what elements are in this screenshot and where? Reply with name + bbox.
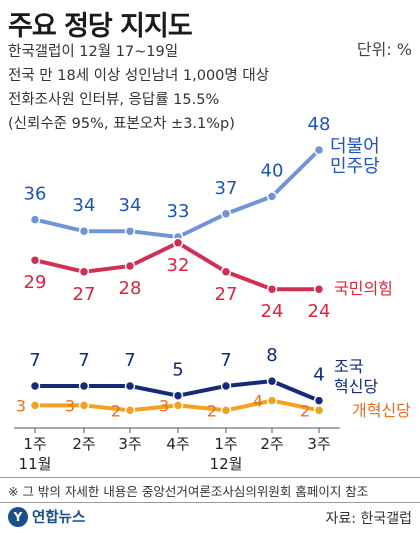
data-label: 48: [308, 114, 331, 135]
month-label: 11월: [19, 455, 52, 473]
data-label: 3: [159, 396, 169, 415]
series-label: 국민의힘: [334, 279, 393, 298]
data-point: [266, 395, 278, 406]
data-point: [124, 380, 136, 392]
page-title: 주요 정당 지지도: [8, 11, 193, 42]
data-label: 36: [24, 184, 47, 205]
x-tick-label: 4주: [166, 435, 189, 453]
divider: [0, 477, 420, 478]
x-tick-label: 1주: [23, 435, 46, 453]
source-label: 자료: 한국갤럽: [325, 511, 412, 527]
data-label: 4: [313, 365, 324, 386]
x-tick-label: 3주: [307, 435, 330, 453]
data-point: [220, 208, 232, 220]
data-point: [29, 400, 41, 411]
data-label: 32: [167, 255, 190, 276]
data-point: [78, 400, 90, 411]
data-label: 7: [124, 350, 135, 371]
data-label: 34: [73, 195, 96, 216]
data-point: [172, 390, 184, 401]
data-label: 28: [119, 278, 142, 299]
data-label: 27: [215, 284, 238, 305]
data-point: [220, 266, 232, 278]
data-point: [172, 400, 184, 411]
data-point: [220, 380, 232, 392]
data-label: 24: [261, 301, 284, 322]
series-label: 개혁신당: [352, 401, 411, 420]
data-label: 5: [172, 360, 183, 381]
data-point: [78, 225, 90, 237]
x-tick-label: 1주: [214, 435, 237, 453]
data-point: [29, 214, 41, 225]
data-label: 37: [215, 178, 238, 199]
data-label: 34: [119, 195, 142, 216]
x-tick-label: 2주: [72, 435, 95, 453]
logo: Y 연합뉴스: [8, 506, 85, 527]
logo-text: 연합뉴스: [32, 510, 86, 526]
data-label: 40: [261, 160, 284, 181]
data-point: [124, 260, 136, 272]
x-tick-label: 3주: [118, 435, 141, 453]
data-point: [29, 380, 41, 392]
data-label: 4: [253, 392, 263, 411]
month-label: 12월: [210, 455, 243, 473]
data-point: [266, 283, 278, 295]
data-label: 24: [308, 301, 331, 322]
survey-info-line: 전화조사원 인터뷰, 응답률 15.5%: [8, 92, 220, 108]
data-point: [172, 237, 184, 249]
survey-info-line: (신뢰수준 95%, 표본오차 ±3.1%p): [8, 116, 235, 132]
data-point: [313, 405, 325, 416]
data-label: 3: [16, 396, 26, 415]
data-point: [266, 375, 278, 387]
data-label: 7: [29, 350, 40, 371]
series-label: 민주당: [330, 156, 380, 177]
data-point: [78, 266, 90, 278]
data-label: 7: [78, 350, 89, 371]
data-label: 27: [73, 284, 96, 305]
data-label: 29: [24, 272, 47, 293]
data-point: [313, 144, 325, 156]
x-tick-label: 2주: [260, 435, 283, 453]
data-label: 3: [65, 396, 75, 415]
data-label: 7: [220, 350, 231, 371]
data-label: 8: [266, 345, 277, 366]
data-point: [78, 380, 90, 392]
divider: [0, 502, 420, 503]
data-label: 2: [300, 401, 310, 420]
survey-info-line: 한국갤럽이 12월 17~19일: [8, 44, 179, 60]
series-label: 조국: [334, 357, 363, 376]
series-label: 더불어: [330, 136, 380, 157]
data-label: 2: [207, 401, 217, 420]
data-point: [313, 395, 325, 406]
data-label: 33: [167, 201, 190, 222]
survey-info-line: 전국 만 18세 이상 성인남녀 1,000명 대상: [8, 68, 270, 84]
data-point: [29, 254, 41, 266]
logo-icon: Y: [8, 506, 28, 527]
data-label: 2: [111, 401, 121, 420]
footnote: ※ 그 밖의 자세한 내용은 중앙선거여론조사심의위원회 홈페이지 참조: [8, 484, 369, 499]
data-point: [124, 405, 136, 416]
series-label: 혁신당: [334, 377, 378, 396]
unit-label: 단위: %: [356, 40, 412, 59]
data-point: [266, 191, 278, 202]
data-point: [220, 405, 232, 416]
data-point: [124, 225, 136, 237]
data-point: [313, 283, 325, 295]
